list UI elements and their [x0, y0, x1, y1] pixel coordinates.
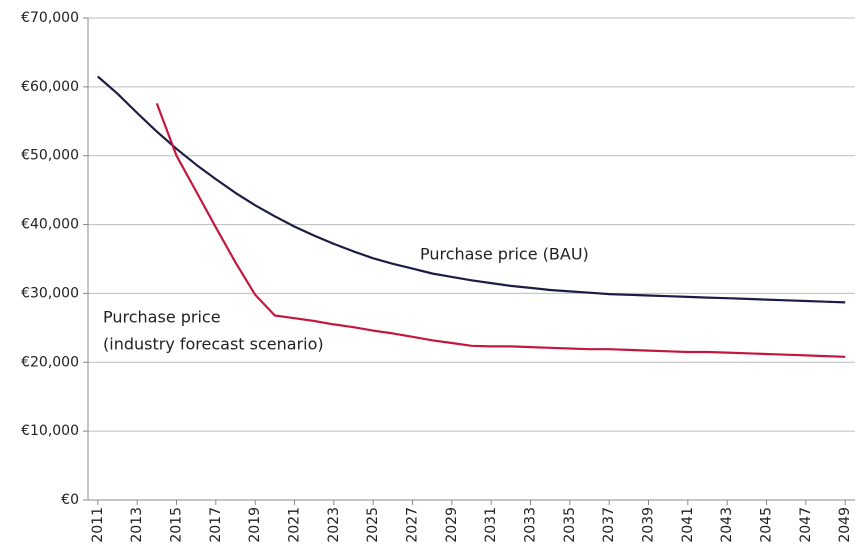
x-tick-label: 2015 [169, 507, 185, 543]
series-line [155, 103, 846, 358]
x-tick-label: 2033 [523, 507, 539, 543]
y-tick-label: €20,000 [21, 354, 79, 370]
series-line [97, 75, 846, 304]
y-tick-label: €50,000 [21, 148, 79, 164]
x-tick-label: 2035 [562, 507, 578, 543]
x-tick-label: 2031 [483, 507, 499, 543]
y-tick-label: €40,000 [21, 217, 79, 233]
x-tick-label: 2043 [719, 507, 735, 543]
x-tick-label: 2011 [90, 507, 106, 543]
x-tick-label: 2047 [798, 507, 814, 543]
x-tick-label: 2029 [444, 507, 460, 543]
x-tick-label: 2045 [759, 507, 775, 543]
y-tick-label: €10,000 [21, 423, 79, 439]
x-tick-label: 2037 [601, 507, 617, 543]
x-tick-label: 2021 [287, 507, 303, 543]
annotation: Purchase price (BAU) [420, 245, 589, 264]
y-tick-label: €0 [61, 492, 79, 508]
y-tick-label: €60,000 [21, 79, 79, 95]
x-tick-label: 2013 [129, 507, 145, 543]
annotation: (industry forecast scenario) [103, 335, 324, 354]
x-tick-label: 2017 [208, 507, 224, 543]
x-tick-label: 2049 [837, 507, 853, 543]
y-tick-label: €70,000 [21, 10, 79, 26]
y-tick-label: €30,000 [21, 285, 79, 301]
x-tick-label: 2019 [247, 507, 263, 543]
x-tick-label: 2027 [405, 507, 421, 543]
x-tick-label: 2025 [365, 507, 381, 543]
x-tick-label: 2023 [326, 507, 342, 543]
annotation: Purchase price [103, 308, 221, 327]
x-tick-label: 2039 [641, 507, 657, 543]
x-tick-label: 2041 [680, 507, 696, 543]
